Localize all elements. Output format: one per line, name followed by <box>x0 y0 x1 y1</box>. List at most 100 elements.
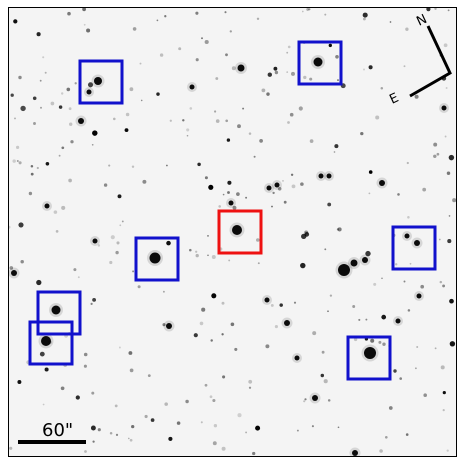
star <box>215 77 219 80</box>
star <box>291 184 296 189</box>
star <box>9 266 14 270</box>
star <box>274 70 279 75</box>
star <box>132 27 137 31</box>
star <box>440 365 445 370</box>
star <box>439 280 443 284</box>
star <box>230 322 235 327</box>
star <box>20 259 24 264</box>
star <box>139 62 142 65</box>
star <box>197 162 201 167</box>
star <box>215 119 220 123</box>
star <box>446 171 451 175</box>
star <box>41 336 51 346</box>
star <box>87 82 94 88</box>
star <box>90 425 96 431</box>
star <box>91 143 94 146</box>
star <box>195 58 199 62</box>
star <box>318 173 324 179</box>
star <box>309 77 313 81</box>
star <box>225 119 229 123</box>
star <box>131 165 135 168</box>
star <box>67 11 71 16</box>
star <box>92 440 95 443</box>
star <box>320 373 325 378</box>
star <box>51 305 61 315</box>
star <box>61 205 66 210</box>
star <box>226 138 231 142</box>
star <box>121 220 124 223</box>
star <box>16 145 20 149</box>
star <box>237 124 241 129</box>
star <box>312 395 318 401</box>
star <box>378 340 382 344</box>
star <box>242 107 245 110</box>
star <box>142 179 147 184</box>
comparison-star-box <box>36 290 82 336</box>
star <box>245 431 248 434</box>
star <box>58 154 61 157</box>
star <box>103 183 108 187</box>
star <box>114 404 118 408</box>
star <box>298 106 303 111</box>
star <box>446 449 449 452</box>
star <box>36 32 41 37</box>
star <box>449 341 456 347</box>
star <box>423 393 427 397</box>
star <box>92 297 97 302</box>
star <box>119 224 122 227</box>
star <box>257 262 260 265</box>
star <box>14 117 16 120</box>
star <box>30 172 34 176</box>
star <box>303 400 306 403</box>
star <box>82 8 86 12</box>
star <box>381 277 383 280</box>
star <box>176 421 181 425</box>
star <box>248 132 252 135</box>
star <box>159 53 164 57</box>
star <box>286 51 289 54</box>
star <box>373 282 377 286</box>
star <box>296 429 299 432</box>
star <box>125 112 130 117</box>
star <box>443 43 448 48</box>
star <box>364 347 376 359</box>
star <box>382 342 386 346</box>
star <box>337 426 340 429</box>
star <box>44 367 49 372</box>
star <box>303 75 307 80</box>
star <box>227 180 232 185</box>
star <box>44 203 50 209</box>
star <box>109 260 113 265</box>
star <box>358 318 361 321</box>
star <box>199 321 204 326</box>
star <box>313 57 323 67</box>
star <box>306 8 310 11</box>
star <box>397 193 400 196</box>
star <box>116 241 120 245</box>
star <box>407 216 410 219</box>
star <box>321 350 325 354</box>
star <box>9 225 11 229</box>
star <box>350 259 358 267</box>
star <box>405 433 409 436</box>
star <box>209 395 213 399</box>
star <box>127 437 130 440</box>
star <box>75 395 80 400</box>
star <box>11 270 17 276</box>
star <box>309 139 314 143</box>
star <box>39 351 45 357</box>
star <box>185 399 189 404</box>
star <box>9 446 13 450</box>
star <box>211 293 217 299</box>
star <box>353 337 358 342</box>
star <box>150 418 155 422</box>
star <box>164 402 168 406</box>
star <box>53 210 58 214</box>
star <box>237 413 242 418</box>
star <box>36 279 42 286</box>
star <box>212 398 216 403</box>
star <box>162 290 165 293</box>
star <box>237 64 245 72</box>
star <box>108 164 111 167</box>
star <box>225 53 228 57</box>
